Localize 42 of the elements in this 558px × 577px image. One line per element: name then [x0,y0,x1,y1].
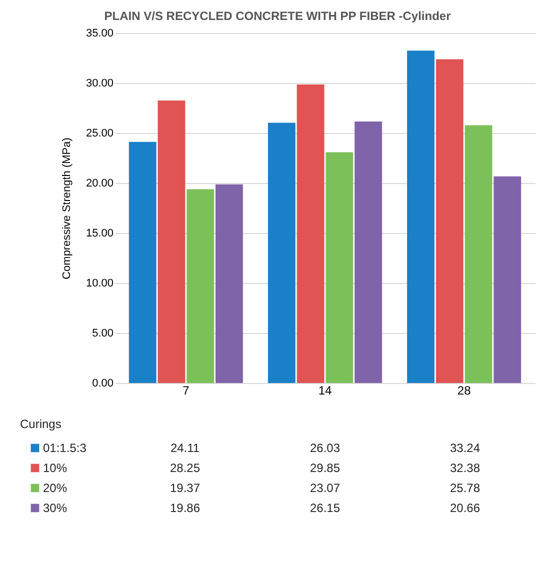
data-label: 19.37 [170,481,200,495]
bar [494,176,522,383]
y-tick-label: 10.00 [86,278,114,290]
data-label: 20.66 [450,501,480,515]
data-label: 26.15 [310,501,340,515]
bar [354,122,382,383]
bar [296,84,324,383]
x-tick-label: 7 [182,384,190,398]
data-label: 29.85 [310,461,340,475]
legend-label: 10% [43,461,68,475]
y-tick-label: 20.00 [86,178,114,190]
data-label: 24.11 [170,441,200,455]
y-tick-label: 25.00 [86,128,114,140]
bar [326,152,354,383]
bar [128,142,156,383]
bar [158,100,186,383]
chart-title: PLAIN V/S RECYCLED CONCRETE WITH PP FIBER -Cylinder [104,9,452,23]
y-tick-label: 15.00 [86,228,114,240]
y-axis-title: Compressive Strength (MPa) [60,138,73,280]
legend-label: 30% [43,501,68,515]
data-label: 25.78 [450,481,480,495]
data-label: 32.38 [450,461,480,475]
legend-label: 01:1.5:3 [43,441,87,455]
bar [407,50,434,383]
y-tick-label: 30.00 [86,78,114,90]
data-label: 23.07 [310,481,340,495]
bar [268,122,296,383]
y-tick-label: 0.00 [92,378,114,390]
data-label: 28.25 [170,461,200,475]
x-tick-label: 14 [318,384,332,398]
bar [186,189,214,383]
bar [436,59,464,383]
y-tick-label: 5.00 [92,328,114,340]
data-label: 26.03 [310,441,340,455]
y-tick-label: 35.00 [86,28,114,40]
data-label: 19.86 [170,501,200,515]
bar [464,125,492,383]
x-tick-label: 28 [457,384,472,398]
x-axis-title: Curings [20,417,62,431]
legend-label: 20% [43,481,68,495]
data-label: 33.24 [450,441,480,455]
bar [216,184,243,383]
